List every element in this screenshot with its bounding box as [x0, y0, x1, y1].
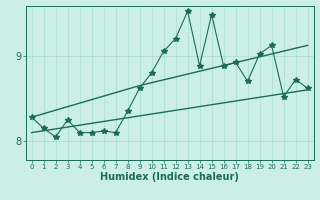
X-axis label: Humidex (Indice chaleur): Humidex (Indice chaleur): [100, 172, 239, 182]
